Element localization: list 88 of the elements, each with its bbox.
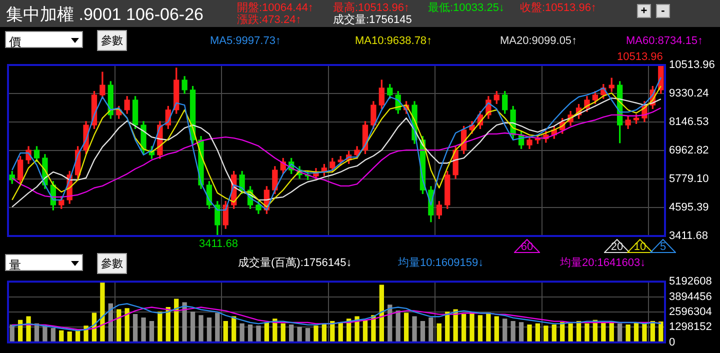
y-tick-label: 4595.39 [669, 202, 709, 214]
y-tick-label: 8146.53 [669, 116, 709, 128]
bar [584, 323, 590, 342]
text: 漲跌:473.24↑ [237, 14, 302, 26]
chart-title: 集中加權 .9001 106-06-26 [6, 5, 204, 24]
bar [149, 320, 154, 342]
bar [642, 323, 647, 342]
bar [305, 328, 310, 342]
text: MA60:8734.15↑ [626, 35, 704, 47]
text: 10513.96 [617, 51, 663, 63]
text: MA5:9997.73↑ [210, 35, 281, 47]
bar [248, 324, 253, 342]
minus-button: - [656, 4, 670, 18]
y-tick-label: 10513.96 [669, 59, 715, 72]
y-tick-label: 5192608 [669, 276, 712, 288]
bar [420, 320, 426, 342]
bar [436, 323, 442, 342]
text: 3411.68 [199, 238, 238, 250]
bar [174, 298, 179, 342]
bar [141, 317, 146, 342]
bar [568, 323, 573, 342]
bar [280, 323, 286, 342]
bar [404, 312, 409, 342]
text: 均量20:1641603↓ [560, 257, 646, 269]
bar [478, 315, 483, 342]
text: 最高:10513.96↑ [333, 2, 410, 14]
plus-button: + [637, 4, 651, 18]
bar [116, 309, 122, 342]
select-field: 量 [5, 254, 83, 271]
text: MA20:9099.05↑ [500, 35, 578, 47]
bar [256, 326, 261, 342]
bar [527, 324, 532, 342]
bar [289, 324, 294, 342]
bar [412, 316, 417, 342]
bar [428, 317, 434, 342]
bar [132, 314, 138, 342]
bar [314, 326, 318, 342]
y-tick-label: 2596304 [669, 306, 712, 318]
bar [379, 284, 384, 342]
y-tick-label: 0 [669, 336, 676, 348]
bar [124, 308, 130, 342]
bar [240, 323, 244, 342]
bar [223, 320, 228, 342]
bar [190, 312, 196, 342]
bar [518, 322, 524, 342]
bar [206, 317, 212, 342]
bar [198, 315, 204, 342]
bar [42, 326, 48, 342]
bar [502, 318, 508, 342]
bar [486, 312, 491, 342]
parameters-button: 參數 [97, 30, 127, 51]
bar [371, 315, 376, 342]
bar [626, 324, 630, 342]
triangle-marker: 5 [650, 239, 676, 253]
parameters-button: 參數 [97, 253, 127, 274]
bar [297, 326, 302, 342]
bar [535, 323, 540, 342]
text: 成交量:1756145 [333, 14, 412, 26]
text: 收盤:10513.96↑ [520, 2, 596, 14]
text: 均量10:1609159↓ [398, 257, 484, 269]
bar [158, 312, 162, 342]
y-tick-label: 9330.24 [669, 88, 709, 100]
y-tick-label: 6962.82 [669, 144, 709, 157]
bar [100, 282, 105, 342]
bar [470, 312, 474, 342]
bar [50, 328, 56, 342]
bar [552, 324, 556, 342]
text: 開盤:10064.44↑ [237, 2, 314, 14]
text: 最低:10033.25↓ [428, 2, 504, 14]
select-field: 價 [5, 31, 83, 48]
bar [84, 326, 88, 342]
text: MA10:9638.78↑ [355, 35, 432, 47]
bar [396, 310, 400, 342]
y-tick-label: 1298152 [669, 321, 712, 334]
text: 成交量(百萬):1756145↓ [238, 257, 352, 269]
bar [215, 312, 220, 342]
bar [182, 302, 187, 342]
y-tick-label: 5779.10 [669, 173, 709, 186]
bar [494, 316, 499, 342]
bar [544, 326, 548, 342]
bar [26, 316, 31, 342]
bar [510, 320, 516, 342]
bar [461, 314, 466, 342]
bar [354, 316, 360, 342]
bar [618, 323, 622, 342]
y-tick-label: 3894456 [669, 290, 712, 303]
bar [59, 330, 64, 342]
bar [67, 332, 72, 342]
